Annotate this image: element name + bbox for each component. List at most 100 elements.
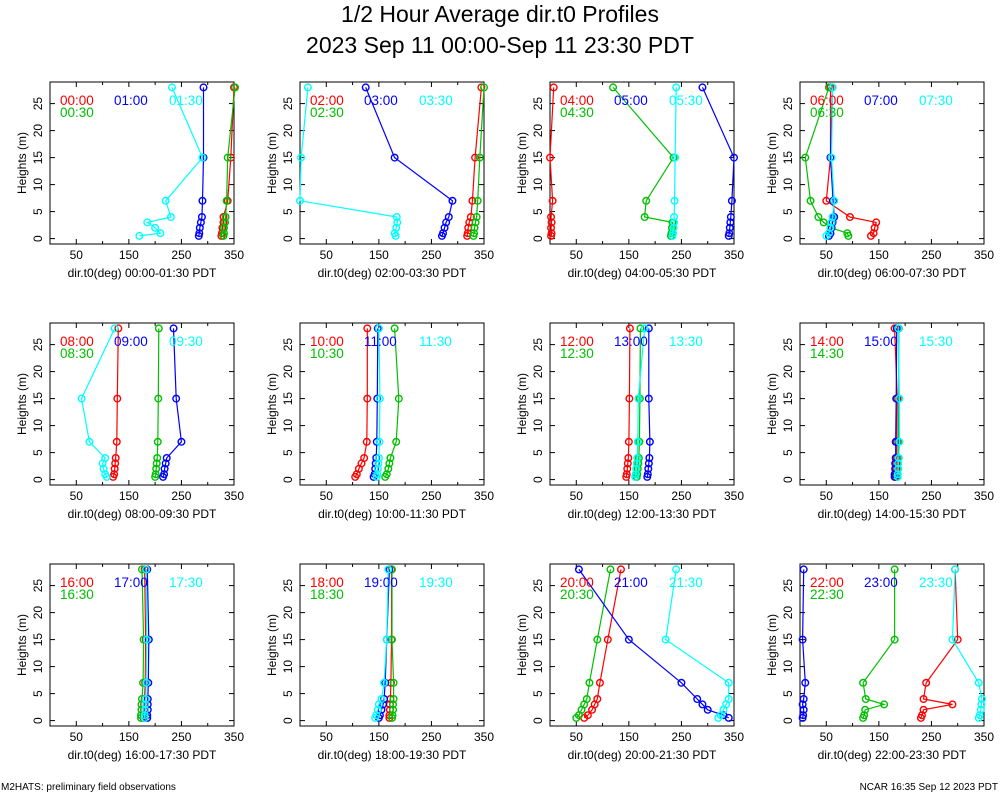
data-point (977, 700, 986, 709)
data-point (110, 324, 119, 333)
data-point (363, 324, 372, 333)
y-tick-label: 5 (281, 690, 295, 697)
data-point (814, 212, 823, 221)
y-tick-label: 5 (31, 449, 45, 456)
data-point (843, 229, 852, 238)
data-point (374, 459, 383, 468)
legend-entry: 16:00 (60, 575, 94, 590)
legend-entry: 15:30 (919, 334, 953, 349)
data-point (895, 437, 904, 446)
data-point (143, 218, 152, 227)
data-point (394, 394, 403, 403)
y-tick-label: 0 (281, 476, 295, 483)
y-tick-label: 10 (531, 419, 545, 433)
data-point (633, 454, 642, 463)
data-point (677, 678, 686, 687)
chart-subtitle: 2023 Sep 11 00:00-Sep 11 23:30 PDT (306, 32, 694, 58)
legend-entry: 02:00 (310, 93, 344, 108)
x-tick-label: 350 (224, 489, 244, 503)
legend-entry: 14:00 (810, 334, 844, 349)
y-tick-label: 5 (531, 449, 545, 456)
data-point (624, 454, 633, 463)
data-point (547, 229, 556, 238)
data-point (670, 212, 679, 221)
y-tick-label: 0 (781, 476, 795, 483)
y-tick-label: 0 (31, 717, 45, 724)
y-tick-label: 20 (31, 606, 45, 620)
y-tick-label: 5 (281, 449, 295, 456)
data-point (861, 705, 870, 714)
data-point (141, 705, 150, 714)
plot-frame (49, 563, 235, 727)
data-point (869, 229, 878, 238)
y-tick-label: 20 (531, 365, 545, 379)
data-point (583, 711, 592, 720)
legend-entry: 23:00 (864, 575, 898, 590)
x-axis-label: dir.t0(deg) 16:00-17:30 PDT (68, 748, 217, 762)
data-point (672, 83, 681, 92)
x-axis-label: dir.t0(deg) 20:00-21:30 PDT (568, 748, 717, 762)
data-point (140, 711, 149, 720)
data-point (625, 324, 634, 333)
x-axis-label: dir.t0(deg) 14:00-15:30 PDT (818, 507, 967, 521)
data-point (161, 459, 170, 468)
data-point (372, 711, 381, 720)
y-tick-label: 25 (281, 97, 295, 111)
data-point (623, 459, 632, 468)
y-tick-label: 5 (281, 208, 295, 215)
data-point (726, 218, 735, 227)
data-point (547, 212, 556, 221)
y-tick-label: 10 (781, 660, 795, 674)
y-tick-label: 5 (31, 690, 45, 697)
data-point (640, 212, 649, 221)
data-point (112, 437, 121, 446)
x-axis-label: dir.t0(deg) 04:00-05:30 PDT (568, 266, 717, 280)
x-tick-label: 50 (320, 730, 334, 744)
legend-entry: 15:00 (864, 334, 898, 349)
data-point (472, 212, 481, 221)
data-point (894, 324, 903, 333)
y-tick-label: 15 (281, 392, 295, 406)
data-point (152, 464, 161, 473)
y-axis-label: Heights (m) (515, 132, 529, 194)
data-point (140, 713, 149, 722)
x-tick-label: 150 (369, 730, 389, 744)
legend-entry: 08:30 (60, 346, 94, 361)
data-point (197, 212, 206, 221)
data-point (606, 565, 615, 574)
series-line-0600 (825, 87, 877, 237)
data-point (220, 223, 229, 232)
legend-entry: 03:30 (419, 93, 453, 108)
x-axis-label: dir.t0(deg) 00:00-01:30 PDT (68, 266, 217, 280)
data-point (798, 700, 807, 709)
x-tick-label: 150 (869, 730, 889, 744)
x-tick-label: 250 (671, 489, 691, 503)
x-axis-label: dir.t0(deg) 22:00-23:30 PDT (818, 748, 967, 762)
data-point (730, 153, 739, 162)
x-tick-label: 250 (171, 248, 191, 262)
data-point (549, 83, 558, 92)
y-tick-label: 5 (31, 208, 45, 215)
data-point (724, 695, 733, 704)
data-point (297, 153, 306, 162)
data-point (644, 464, 653, 473)
data-point (698, 83, 707, 92)
x-tick-label: 350 (974, 489, 994, 503)
profile-panel: 50 150 250 350 0 5 10 15 20 25 dir.t0(deg) 08:00-0… (15, 322, 244, 521)
plot-frame (299, 322, 485, 486)
series-line-0130 (139, 87, 204, 237)
data-point (385, 459, 394, 468)
data-point (828, 83, 837, 92)
y-tick-label: 15 (31, 392, 45, 406)
data-point (826, 223, 835, 232)
data-point (384, 464, 393, 473)
x-tick-label: 350 (224, 730, 244, 744)
data-point (101, 470, 110, 479)
data-point (827, 153, 836, 162)
data-point (380, 678, 389, 687)
profile-panel: 50 150 250 350 0 5 10 15 20 25 dir.t0(deg) 02:00-0… (265, 81, 494, 280)
data-point (624, 635, 633, 644)
x-tick-label: 250 (421, 248, 441, 262)
data-point (603, 635, 612, 644)
data-point (373, 394, 382, 403)
